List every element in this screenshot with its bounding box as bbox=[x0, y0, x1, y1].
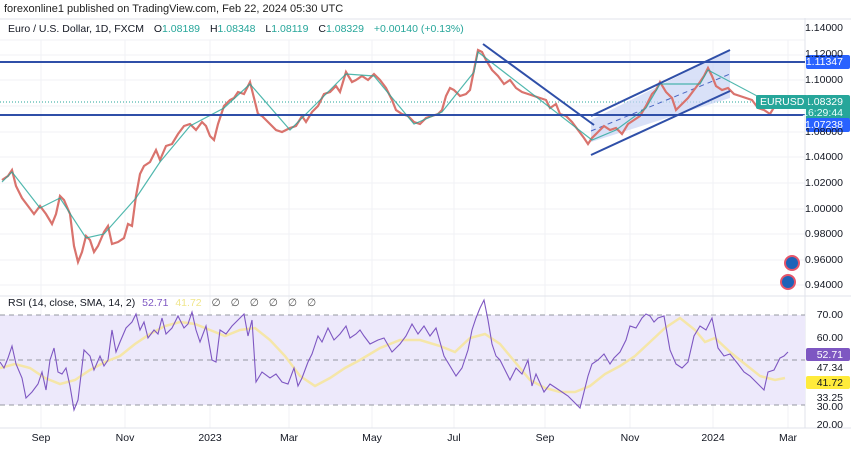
time-axis-label: Mar bbox=[279, 432, 299, 444]
descending-trendline[interactable] bbox=[482, 43, 595, 126]
time-axis-label: Nov bbox=[115, 432, 135, 444]
economic-event-icon[interactable] bbox=[780, 274, 796, 290]
time-axis-label: Sep bbox=[535, 432, 555, 444]
countdown-tag: 16:29:44 bbox=[802, 107, 843, 119]
channel-lower-line[interactable] bbox=[590, 90, 731, 156]
time-axis-label: Sep bbox=[31, 432, 51, 444]
high-label: H bbox=[209, 23, 218, 35]
high-value: 1.08348 bbox=[217, 23, 256, 35]
na-value: ∅ bbox=[230, 297, 240, 309]
rsi-legend[interactable]: RSI (14, close, SMA, 14, 2) 52.71 41.72 … bbox=[8, 297, 316, 309]
price-series bbox=[1, 48, 781, 266]
price-axis-label: 0.96000 bbox=[805, 254, 843, 266]
time-axis-label: Mar bbox=[778, 432, 798, 444]
price-axis-label: 0.94000 bbox=[805, 279, 843, 291]
na-value: ∅ bbox=[287, 297, 298, 309]
symbol-description: Euro / U.S. Dollar, 1D, FXCM bbox=[8, 23, 144, 35]
time-axis-label: 2023 bbox=[198, 432, 222, 444]
rsi-axis-label: 60.00 bbox=[816, 332, 843, 344]
rsi-sma-value: 41.72 bbox=[175, 297, 202, 309]
time-axis-label: May bbox=[362, 432, 382, 444]
rsi-axis-label: 30.00 bbox=[816, 401, 843, 413]
time-axis-label: Jul bbox=[447, 432, 461, 444]
rsi-value: 52.71 bbox=[142, 297, 169, 309]
support-price-tag: 1.07238 bbox=[805, 119, 843, 131]
price-axis-label: 1.08000 bbox=[805, 126, 843, 138]
ascending-channel-fill bbox=[591, 50, 730, 142]
symbol-tag: EURUSD bbox=[756, 95, 809, 109]
price-axis-label: 1.00000 bbox=[805, 203, 843, 215]
close-value: 1.08329 bbox=[325, 23, 364, 35]
price-axis-label: 1.10000 bbox=[805, 74, 843, 86]
resistance-price-tag: 1.11347 bbox=[805, 56, 843, 68]
na-value: ∅ bbox=[211, 297, 221, 309]
open-label: O bbox=[153, 23, 163, 35]
rsi-axis-label: 33.25 bbox=[816, 392, 843, 404]
rsi-sma-tag-bg bbox=[806, 376, 850, 389]
rsi-sma-tag: 41.72 bbox=[816, 377, 843, 389]
na-value: ∅ bbox=[268, 297, 278, 309]
low-label: L bbox=[265, 23, 272, 35]
price-axis-label: 1.12000 bbox=[805, 48, 843, 60]
channel-midline bbox=[590, 73, 731, 132]
price-axis-label: 1.02000 bbox=[805, 177, 843, 189]
price-axis-label: 1.04000 bbox=[805, 151, 843, 163]
rsi-tag-bg bbox=[806, 348, 850, 361]
price-series-up bbox=[1, 50, 781, 239]
support-tag-bg bbox=[806, 118, 850, 132]
low-value: 1.08119 bbox=[271, 23, 309, 35]
time-axis-label: 2024 bbox=[701, 432, 725, 444]
price-axis-label: 1.14000 bbox=[805, 22, 843, 34]
change-value: +0.00140 (+0.13%) bbox=[373, 23, 464, 35]
close-label: C bbox=[318, 23, 326, 35]
publish-info: forexonline1 published on TradingView.co… bbox=[4, 3, 344, 15]
rsi-axis-label: 70.00 bbox=[816, 309, 843, 321]
open-value: 1.08189 bbox=[162, 23, 201, 35]
rsi-axis-label: 20.00 bbox=[816, 419, 843, 431]
last-price-tag-bg bbox=[806, 95, 850, 120]
na-value: ∅ bbox=[249, 297, 259, 309]
rsi-sma-line bbox=[0, 316, 786, 394]
rsi-axis-label: 47.34 bbox=[816, 362, 843, 374]
rsi-title: RSI (14, close, SMA, 14, 2) bbox=[8, 297, 136, 309]
economic-event-icon[interactable] bbox=[784, 255, 800, 271]
price-axis-label: 0.98000 bbox=[805, 228, 843, 240]
na-value: ∅ bbox=[306, 297, 317, 309]
rsi-value-tag: 52.71 bbox=[816, 349, 843, 361]
rsi-line bbox=[0, 298, 789, 413]
resistance-tag-bg bbox=[806, 55, 850, 69]
symbol-legend: Euro / U.S. Dollar, 1D, FXCM O1.08189 H1… bbox=[8, 23, 464, 35]
time-axis-label: Nov bbox=[620, 432, 640, 444]
channel-upper-line[interactable] bbox=[590, 49, 731, 117]
last-price-tag: 1.08329 bbox=[805, 96, 843, 108]
